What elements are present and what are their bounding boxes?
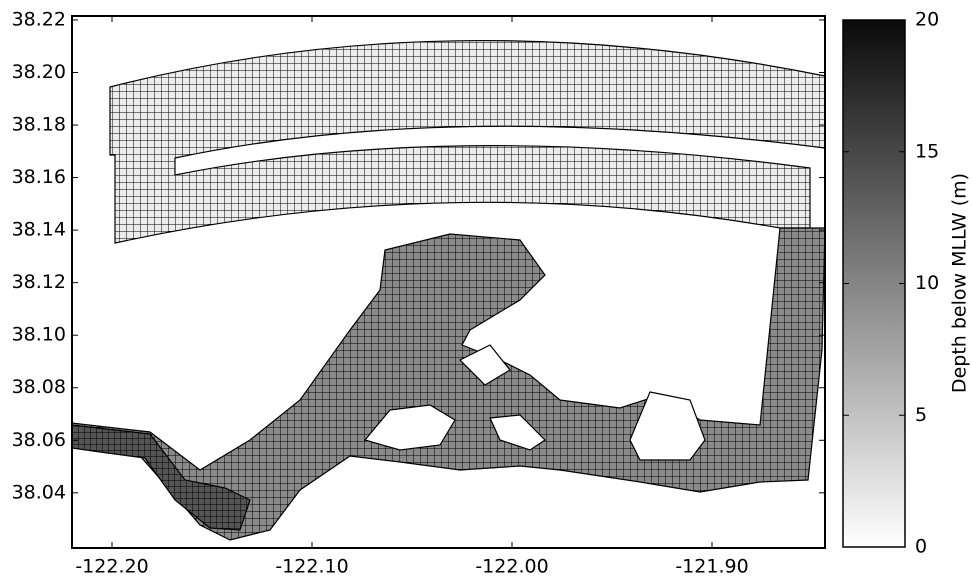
x-tick-label: -122.20 bbox=[75, 556, 148, 578]
y-tick-label: 38.06 bbox=[12, 429, 66, 451]
colorbar-tick-label: 5 bbox=[915, 404, 927, 426]
x-tick-label: -122.00 bbox=[475, 556, 548, 578]
mesh-river bbox=[71, 227, 826, 541]
colorbar-label: Depth below MLLW (m) bbox=[949, 173, 971, 393]
y-tick-label: 38.20 bbox=[12, 61, 66, 83]
island bbox=[363, 404, 456, 451]
colorbar-tick-label: 0 bbox=[915, 536, 927, 558]
y-tick-label: 38.12 bbox=[12, 271, 66, 293]
mesh-upper-band bbox=[109, 40, 826, 244]
colorbar-tick-label: 20 bbox=[915, 9, 939, 31]
y-tick-label: 38.16 bbox=[12, 166, 66, 188]
mesh bbox=[71, 40, 826, 541]
y-tick-label: 38.22 bbox=[12, 8, 66, 30]
y-tick-label: 38.04 bbox=[12, 481, 66, 503]
colorbar bbox=[842, 19, 906, 548]
colorbar-tick-label: 15 bbox=[915, 140, 939, 162]
y-tick-label: 38.18 bbox=[12, 114, 66, 136]
y-tick-label: 38.14 bbox=[12, 219, 66, 241]
plot-frame bbox=[71, 15, 826, 549]
y-tick-label: 38.08 bbox=[12, 376, 66, 398]
colorbar-tick-label: 10 bbox=[915, 272, 939, 294]
y-tick-label: 38.10 bbox=[12, 324, 66, 346]
island bbox=[458, 344, 511, 386]
mesh-deep-channel bbox=[71, 424, 251, 531]
island bbox=[489, 414, 546, 451]
x-tick-label: -121.90 bbox=[675, 556, 748, 578]
island bbox=[629, 391, 706, 461]
x-tick-label: -122.10 bbox=[275, 556, 348, 578]
